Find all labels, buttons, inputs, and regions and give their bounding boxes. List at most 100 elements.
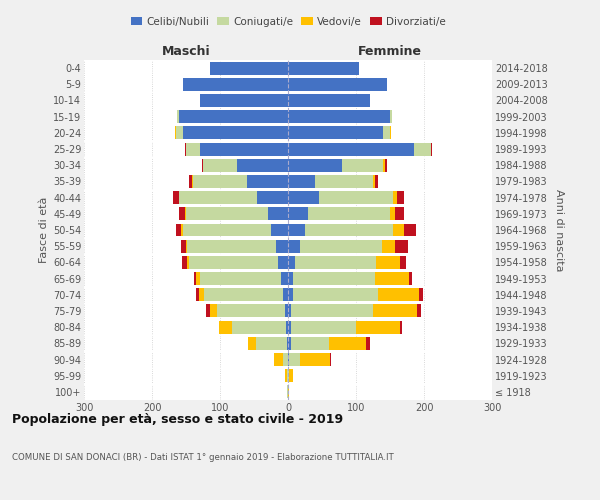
- Bar: [278, 256, 288, 269]
- Bar: [182, 224, 271, 236]
- Bar: [217, 304, 284, 318]
- Bar: [400, 320, 402, 334]
- Bar: [308, 208, 390, 220]
- Text: COMUNE DI SAN DONACI (BR) - Dati ISTAT 1° gennaio 2019 - Elaborazione TUTTITALIA: COMUNE DI SAN DONACI (BR) - Dati ISTAT 1…: [12, 452, 394, 462]
- Bar: [283, 353, 288, 366]
- Bar: [343, 159, 383, 172]
- Bar: [295, 256, 376, 269]
- Bar: [288, 142, 414, 156]
- Bar: [288, 224, 305, 236]
- Bar: [185, 142, 186, 156]
- Bar: [289, 369, 293, 382]
- Bar: [176, 126, 182, 140]
- Bar: [182, 126, 288, 140]
- Bar: [288, 191, 319, 204]
- Bar: [397, 191, 404, 204]
- Bar: [288, 62, 359, 74]
- Bar: [177, 110, 179, 123]
- Bar: [176, 224, 181, 236]
- Bar: [394, 224, 404, 236]
- Bar: [288, 240, 300, 252]
- Bar: [288, 288, 293, 301]
- Bar: [300, 240, 382, 252]
- Bar: [248, 337, 256, 350]
- Bar: [390, 126, 391, 140]
- Bar: [288, 304, 292, 318]
- Bar: [274, 353, 283, 366]
- Bar: [185, 208, 186, 220]
- Bar: [175, 126, 176, 140]
- Bar: [256, 337, 287, 350]
- Bar: [182, 256, 187, 269]
- Bar: [293, 288, 379, 301]
- Bar: [288, 272, 293, 285]
- Bar: [281, 272, 288, 285]
- Bar: [375, 272, 409, 285]
- Bar: [417, 304, 421, 318]
- Bar: [182, 78, 288, 91]
- Bar: [196, 272, 200, 285]
- Bar: [205, 288, 283, 301]
- Bar: [394, 191, 397, 204]
- Bar: [288, 353, 289, 366]
- Bar: [373, 304, 417, 318]
- Bar: [288, 159, 343, 172]
- Bar: [193, 175, 247, 188]
- Bar: [288, 256, 295, 269]
- Bar: [187, 240, 276, 252]
- Bar: [366, 337, 370, 350]
- Bar: [315, 175, 373, 188]
- Bar: [186, 142, 200, 156]
- Bar: [288, 175, 315, 188]
- Bar: [299, 353, 330, 366]
- Bar: [192, 175, 193, 188]
- Bar: [379, 288, 419, 301]
- Bar: [210, 62, 288, 74]
- Bar: [376, 256, 400, 269]
- Bar: [287, 337, 288, 350]
- Bar: [283, 288, 288, 301]
- Bar: [181, 240, 186, 252]
- Bar: [190, 256, 278, 269]
- Bar: [284, 304, 288, 318]
- Bar: [385, 159, 386, 172]
- Bar: [383, 159, 385, 172]
- Bar: [247, 175, 288, 188]
- Bar: [419, 288, 422, 301]
- Bar: [288, 208, 308, 220]
- Bar: [293, 272, 375, 285]
- Y-axis label: Fasce di età: Fasce di età: [38, 197, 49, 263]
- Bar: [232, 320, 286, 334]
- Bar: [186, 240, 187, 252]
- Text: Femmine: Femmine: [358, 46, 422, 59]
- Bar: [202, 159, 203, 172]
- Bar: [196, 288, 199, 301]
- Bar: [395, 208, 404, 220]
- Legend: Celibi/Nubili, Coniugati/e, Vedovi/e, Divorziati/e: Celibi/Nubili, Coniugati/e, Vedovi/e, Di…: [127, 12, 449, 31]
- Bar: [220, 320, 232, 334]
- Bar: [179, 110, 288, 123]
- Bar: [329, 337, 366, 350]
- Bar: [288, 337, 292, 350]
- Bar: [292, 320, 356, 334]
- Bar: [200, 94, 288, 107]
- Bar: [288, 78, 386, 91]
- Bar: [289, 353, 299, 366]
- Bar: [206, 304, 210, 318]
- Bar: [375, 175, 379, 188]
- Bar: [292, 304, 373, 318]
- Text: Popolazione per età, sesso e stato civile - 2019: Popolazione per età, sesso e stato civil…: [12, 412, 343, 426]
- Bar: [390, 110, 392, 123]
- Bar: [409, 272, 412, 285]
- Bar: [189, 175, 192, 188]
- Bar: [173, 191, 179, 204]
- Bar: [199, 288, 205, 301]
- Bar: [305, 224, 394, 236]
- Bar: [271, 224, 288, 236]
- Bar: [292, 337, 329, 350]
- Text: Maschi: Maschi: [161, 46, 211, 59]
- Bar: [288, 386, 289, 398]
- Bar: [319, 191, 394, 204]
- Bar: [395, 240, 407, 252]
- Bar: [383, 126, 390, 140]
